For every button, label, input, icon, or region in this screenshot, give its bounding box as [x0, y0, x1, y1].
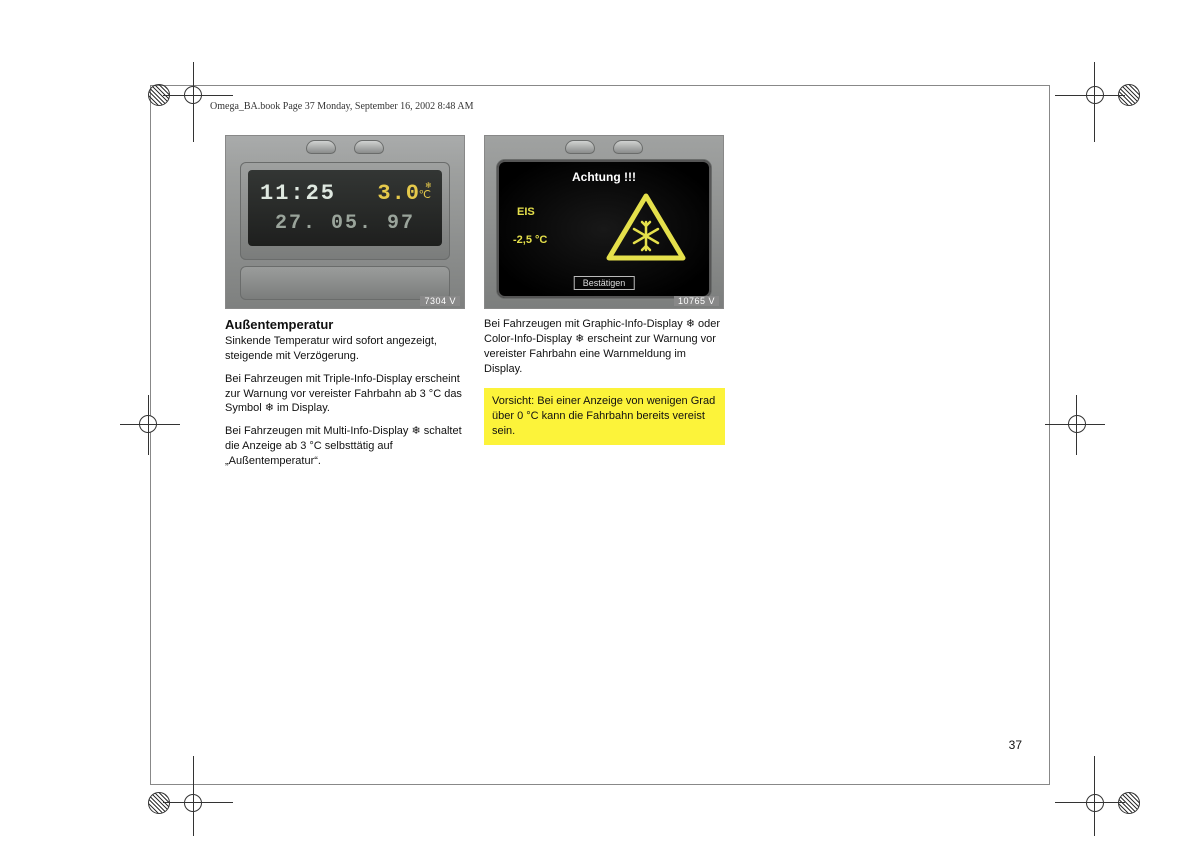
figure-ice-warning-display: Achtung !!! EIS -2,5 °C Bestätigen: [484, 135, 724, 309]
caution-callout: Vorsicht: Bei einer Anzeige von wenigen …: [484, 388, 725, 445]
lcd-time: 11:25: [260, 181, 336, 206]
paragraph: Bei Fahrzeugen mit Triple-Info-Display e…: [225, 372, 466, 417]
confirm-button-label: Bestätigen: [574, 276, 635, 290]
page-content: 11:25 3.0❄℃ 27. 05. 97 7304 V Außentempe…: [225, 135, 725, 477]
regmark-top-right: [1060, 72, 1140, 152]
column-left: 11:25 3.0❄℃ 27. 05. 97 7304 V Außentempe…: [225, 135, 466, 477]
figure-label-2: 10765 V: [674, 296, 719, 306]
section-heading: Außentemperatur: [225, 317, 466, 332]
warning-temperature: -2,5 °C: [513, 234, 547, 246]
paragraph: Bei Fahrzeugen mit Graphic-Info-Display …: [484, 317, 725, 376]
figure-triple-info-display: 11:25 3.0❄℃ 27. 05. 97 7304 V: [225, 135, 465, 309]
paragraph: Bei Fahrzeugen mit Multi-Info-Display ❄ …: [225, 424, 466, 469]
warning-label-eis: EIS: [517, 206, 535, 218]
page-header: Omega_BA.book Page 37 Monday, September …: [210, 101, 474, 112]
ice-warning-triangle-icon: [605, 192, 687, 264]
lcd-temperature: 3.0❄℃: [377, 181, 430, 206]
column-right: Achtung !!! EIS -2,5 °C Bestätigen: [484, 135, 725, 477]
regmark-bottom-right: [1060, 746, 1140, 826]
lcd-date: 27. 05. 97: [260, 212, 430, 235]
warning-title: Achtung !!!: [497, 170, 711, 184]
page-number: 37: [1009, 738, 1022, 752]
figure-label-1: 7304 V: [420, 296, 460, 306]
paragraph: Sinkende Temperatur wird sofort ange­zei…: [225, 334, 466, 364]
